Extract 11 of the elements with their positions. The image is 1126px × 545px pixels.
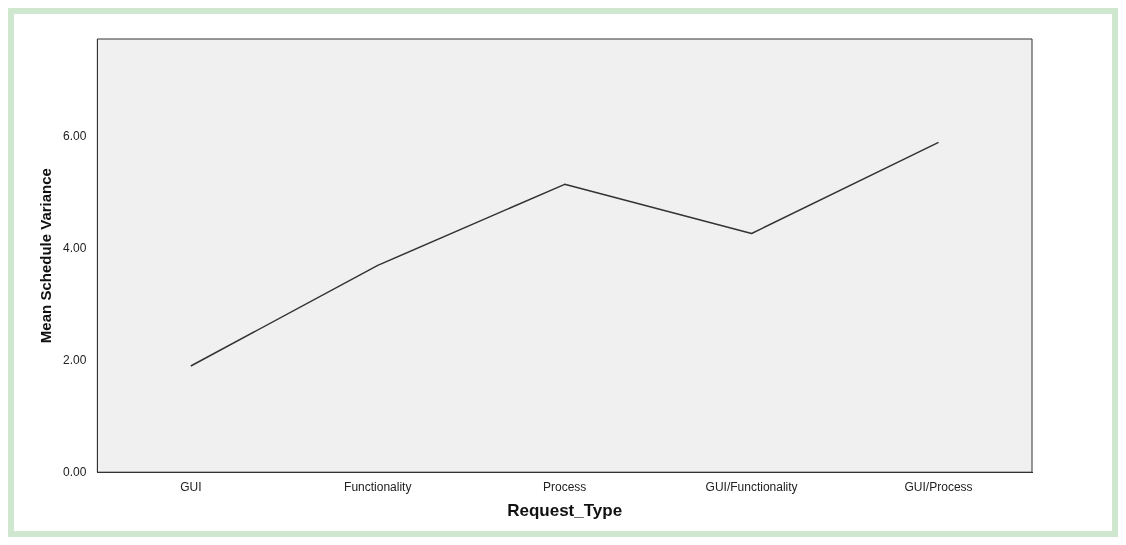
y-tick-label: 2.00 <box>63 352 87 367</box>
x-tick-label: Process <box>543 479 587 494</box>
x-tick-label: Functionality <box>344 479 412 494</box>
y-tick-label: 0.00 <box>63 464 87 479</box>
x-tick-label: GUI/Process <box>904 479 973 494</box>
y-tick-label: 4.00 <box>63 240 87 255</box>
x-tick-label: GUI/Functionality <box>705 479 798 494</box>
x-axis-title: Request_Type <box>507 501 623 521</box>
y-tick-label: 6.00 <box>63 129 87 144</box>
x-tick-label: GUI <box>180 479 202 494</box>
y-axis-title: Mean Schedule Variance <box>37 168 55 344</box>
